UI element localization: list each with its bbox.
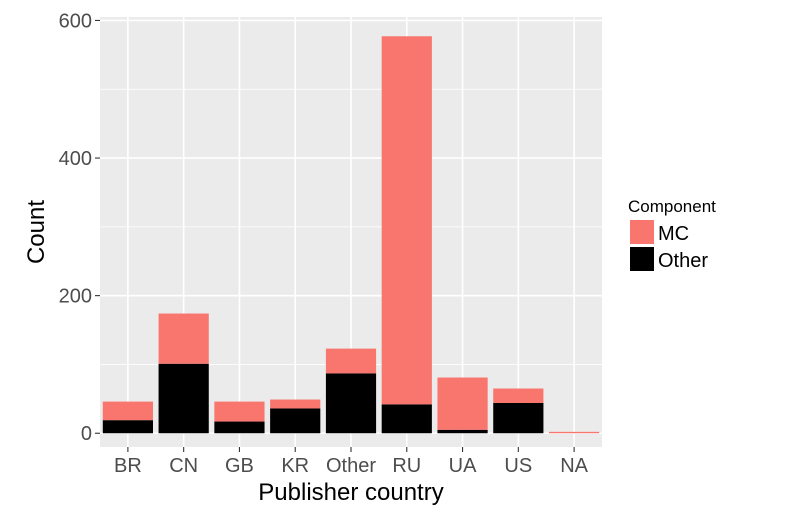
x-tick-label: BR <box>114 455 142 477</box>
legend-title: Component <box>628 197 716 216</box>
x-tick-label: RU <box>392 455 421 477</box>
bar-mc-cn <box>158 313 209 364</box>
bar-other-br <box>102 420 153 434</box>
x-axis-title: Publisher country <box>258 479 443 506</box>
major-gridlines <box>100 17 602 447</box>
y-tick-label: 200 <box>59 286 92 308</box>
bar-other-gb <box>214 421 265 434</box>
bar-other-kr <box>270 408 321 434</box>
x-tick-label: NA <box>560 455 588 477</box>
bar-mc-ru <box>381 36 432 405</box>
bar-mc-br <box>102 401 153 421</box>
x-tick-label: KR <box>281 455 309 477</box>
bar-other-cn <box>158 363 209 434</box>
bar-mc-other <box>325 348 377 374</box>
bars <box>102 36 600 434</box>
bar-mc-na <box>549 431 600 434</box>
bar-other-ru <box>381 404 432 434</box>
bar-mc-us <box>493 388 544 403</box>
legend-label-mc: MC <box>658 223 689 245</box>
bar-mc-gb <box>214 401 265 422</box>
legend-label-other: Other <box>658 250 708 272</box>
legend-key-mc <box>630 220 654 244</box>
bar-other-us <box>493 402 544 434</box>
bar-mc-ua <box>437 377 488 430</box>
legend-key-other <box>630 247 654 271</box>
y-axis-title: Count <box>23 200 50 264</box>
y-tick-label: 0 <box>81 423 92 445</box>
x-tick-label: CN <box>169 455 198 477</box>
x-tick-label: Other <box>326 455 376 477</box>
x-tick-label: UA <box>449 455 477 477</box>
x-tick-label: GB <box>225 455 254 477</box>
bar-other-other <box>325 373 377 434</box>
y-tick-label: 600 <box>59 10 92 32</box>
x-tick-label: US <box>504 455 532 477</box>
bar-mc-kr <box>270 399 321 409</box>
y-tick-label: 400 <box>59 148 92 170</box>
bar-other-ua <box>437 429 488 434</box>
legend: Component MC Other <box>628 197 716 272</box>
axes: 0 200 400 600 BR CN GB KR Other RU UA US NA <box>59 10 589 477</box>
